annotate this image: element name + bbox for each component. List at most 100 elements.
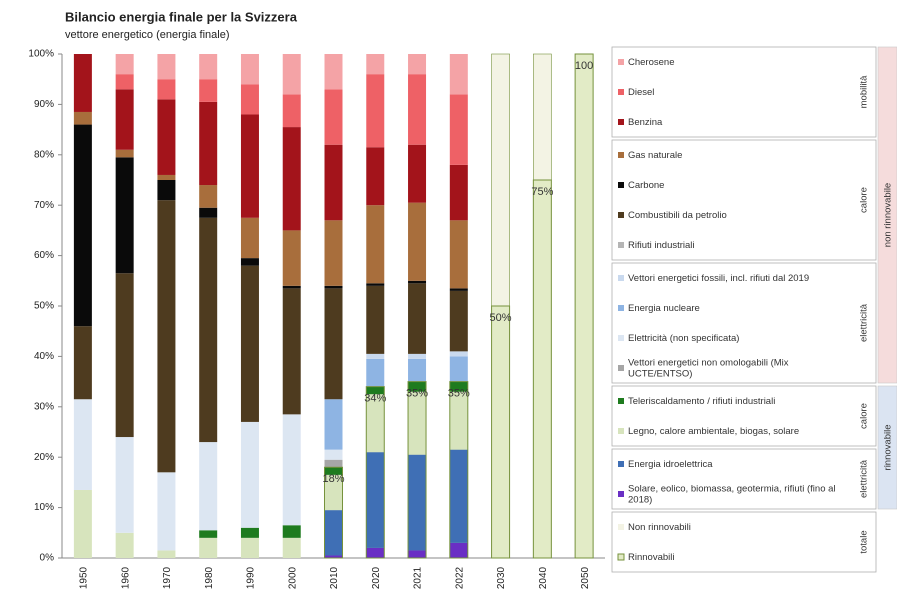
legend-label: Solare, eolico, biomassa, geotermia, rif… bbox=[628, 483, 836, 505]
y-tick-label: 30% bbox=[34, 401, 54, 412]
bar-segment bbox=[115, 54, 134, 75]
data-label: 75% bbox=[531, 186, 553, 198]
renewable-outline bbox=[532, 179, 552, 559]
legend-swatch bbox=[618, 182, 624, 188]
chart-title: Bilancio energia finale per la Svizzera bbox=[65, 9, 298, 24]
x-tick-label: 2010 bbox=[329, 566, 340, 589]
bar-segment bbox=[282, 230, 301, 286]
bar-segment bbox=[157, 180, 176, 201]
bar-segment bbox=[449, 356, 468, 382]
y-tick-label: 40% bbox=[34, 351, 54, 362]
bar-segment bbox=[240, 421, 259, 528]
bar-segment bbox=[408, 391, 427, 455]
legend-group-label: mobilità bbox=[859, 75, 870, 108]
bar-segment bbox=[73, 54, 92, 112]
bar-segment bbox=[240, 265, 259, 422]
bar-segment bbox=[199, 442, 218, 531]
x-tick-label: 1970 bbox=[162, 566, 173, 589]
legend-label: Non rinnovabili bbox=[628, 522, 691, 533]
bar-segment bbox=[199, 530, 218, 538]
renewable-outline bbox=[449, 381, 469, 559]
legend-swatch bbox=[618, 275, 624, 281]
legend-group-label: calore bbox=[859, 187, 870, 213]
legend-group-box bbox=[611, 385, 877, 447]
bar-segment bbox=[282, 525, 301, 538]
bar-segment bbox=[282, 414, 301, 526]
bar-segment bbox=[366, 452, 385, 548]
bar-segment bbox=[449, 351, 468, 357]
bar-segment bbox=[408, 358, 427, 382]
legend-group-label: elettricità bbox=[859, 459, 870, 498]
bar-segment bbox=[282, 127, 301, 231]
legend-swatch bbox=[618, 242, 624, 248]
bar-segment bbox=[73, 489, 92, 558]
bar-segment bbox=[199, 537, 218, 558]
bar-segment bbox=[324, 54, 343, 90]
bar-segment bbox=[449, 220, 468, 289]
bar-segment bbox=[366, 283, 385, 286]
bar-segment bbox=[282, 94, 301, 128]
bar-segment bbox=[324, 288, 343, 400]
bar-segment bbox=[157, 79, 176, 100]
non-renewable-total-bar bbox=[491, 53, 510, 307]
legend-swatch bbox=[618, 398, 624, 404]
bar-segment bbox=[157, 200, 176, 473]
bar-segment bbox=[408, 550, 427, 558]
bar-segment bbox=[324, 510, 343, 556]
bar-segment bbox=[282, 288, 301, 415]
bar-segment bbox=[324, 555, 343, 558]
data-label: 35% bbox=[448, 388, 470, 400]
legend-label: Elettricità (non specificata) bbox=[628, 333, 739, 344]
bar-segment bbox=[324, 449, 343, 460]
bar-segment bbox=[408, 353, 427, 359]
bar-segment bbox=[366, 54, 385, 75]
renewable-outline bbox=[491, 305, 511, 559]
legend-label: Vettori energetici non omologabili (Mix U… bbox=[628, 357, 789, 379]
x-tick-label: 1960 bbox=[120, 566, 131, 589]
chart-subtitle: vettore energetico (energia finale) bbox=[65, 29, 229, 41]
bar-segment bbox=[408, 280, 427, 284]
bar-segment bbox=[324, 467, 343, 475]
bar-segment bbox=[115, 89, 134, 150]
y-tick-label: 90% bbox=[34, 99, 54, 110]
bar-segment bbox=[324, 399, 343, 450]
legend-label: Benzina bbox=[628, 117, 663, 128]
x-tick-label: 1950 bbox=[79, 566, 90, 589]
data-label: 100 bbox=[575, 60, 593, 72]
bar-segment bbox=[408, 54, 427, 75]
bar-segment bbox=[449, 94, 468, 165]
legend-label: Legno, calore ambientale, biogas, solare bbox=[628, 426, 799, 437]
legend-label: Gas naturale bbox=[628, 150, 682, 161]
bar-segment bbox=[282, 537, 301, 558]
renewable-outline bbox=[324, 466, 343, 559]
y-tick-label: 10% bbox=[34, 502, 54, 513]
legend-section-label: non rinnovabile bbox=[883, 183, 894, 247]
legend-swatch bbox=[618, 305, 624, 311]
x-tick-label: 1980 bbox=[204, 566, 215, 589]
bar-segment bbox=[408, 454, 427, 551]
bar-segment bbox=[366, 74, 385, 148]
bar-segment bbox=[73, 124, 92, 327]
legend-swatch bbox=[617, 553, 625, 561]
bar-segment bbox=[366, 386, 385, 395]
renewable-outline bbox=[365, 386, 385, 559]
renewable-outline bbox=[574, 53, 594, 559]
bar-segment bbox=[449, 391, 468, 450]
bar-segment bbox=[449, 381, 468, 392]
bar-segment bbox=[115, 532, 134, 558]
bar-segment bbox=[324, 474, 343, 511]
x-tick-label: 2050 bbox=[580, 566, 591, 589]
x-tick-label: 2021 bbox=[413, 566, 424, 589]
legend-swatch bbox=[618, 152, 624, 158]
bar-segment bbox=[366, 547, 385, 558]
bar-segment bbox=[157, 54, 176, 80]
y-tick-label: 60% bbox=[34, 250, 54, 261]
bar-segment bbox=[115, 273, 134, 438]
bar-segment bbox=[157, 99, 176, 175]
legend-section-label: rinnovabile bbox=[883, 425, 894, 471]
renewable-outline bbox=[407, 381, 427, 559]
y-tick-label: 80% bbox=[34, 149, 54, 160]
legend-label: Teleriscaldamento / rifiuti industriali bbox=[628, 396, 775, 407]
y-tick-label: 0% bbox=[40, 553, 55, 564]
legend-label: Energia idroelettrica bbox=[628, 459, 713, 470]
